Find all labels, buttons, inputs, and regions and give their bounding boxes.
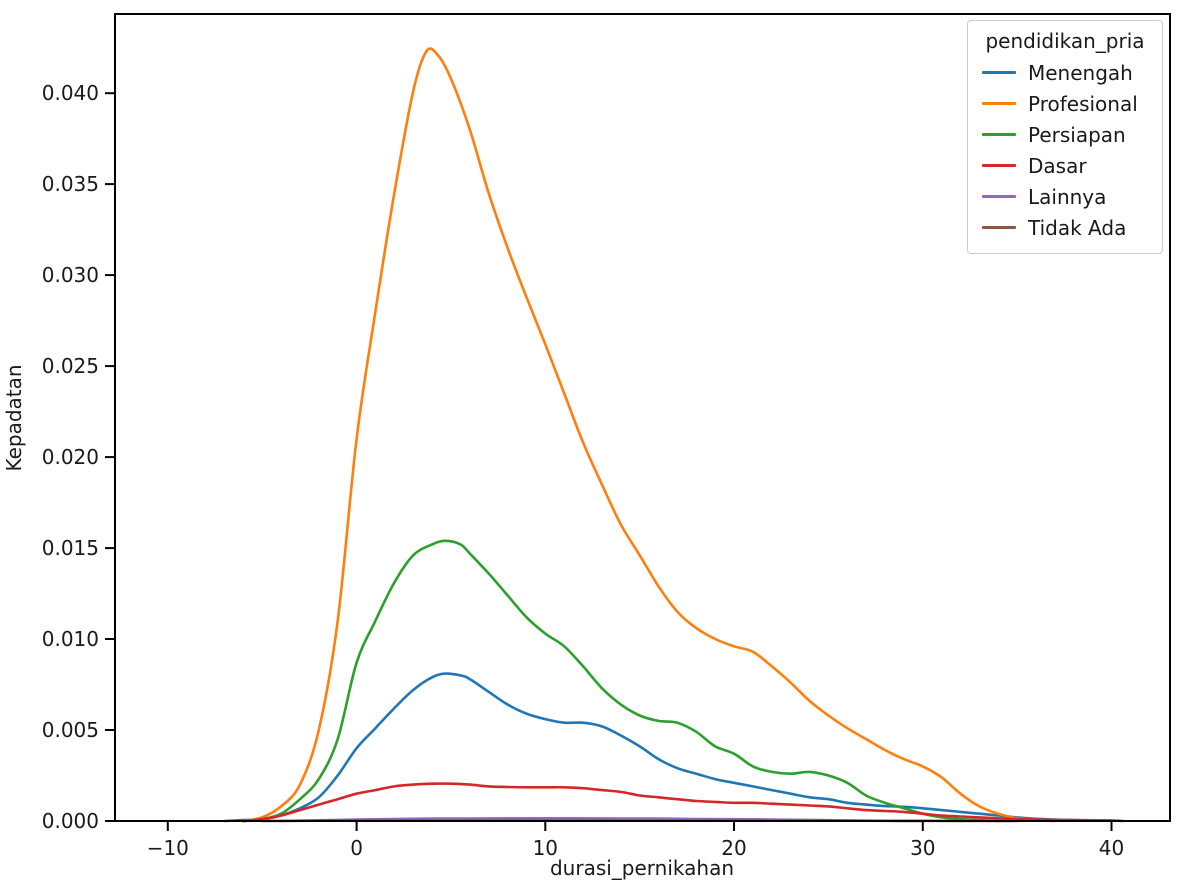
legend-item-lainnya: Lainnya xyxy=(978,181,1152,212)
y-tick-label: 0.040 xyxy=(41,81,99,106)
legend-line-icon xyxy=(982,195,1016,198)
y-tick-label: 0.010 xyxy=(41,627,99,651)
y-tick-label: 0.005 xyxy=(41,718,99,742)
legend-line-icon xyxy=(982,102,1016,105)
y-tick-label: 0.020 xyxy=(41,445,99,470)
legend-item-persiapan: Persiapan xyxy=(978,119,1152,150)
legend-line-icon xyxy=(982,71,1016,74)
y-tick-label: 0.030 xyxy=(41,263,99,288)
legend: pendidikan_pria Menengah Profesional Per… xyxy=(967,20,1163,254)
x-axis-label: durasi_pernikahan xyxy=(549,856,735,880)
y-axis-label: Kepadatan xyxy=(2,364,26,472)
legend-line-icon xyxy=(982,226,1016,229)
x-tick-label: 40 xyxy=(1098,836,1125,860)
legend-line-icon xyxy=(982,164,1016,167)
y-tick-label: 0.025 xyxy=(41,354,99,379)
series-profesional-line xyxy=(242,47,1057,823)
legend-item-menengah: Menengah xyxy=(978,57,1152,88)
legend-item-label: Persiapan xyxy=(1028,122,1126,147)
x-tick-label: 10 xyxy=(532,836,559,860)
series-dasar-line xyxy=(242,782,1125,823)
x-tick-label: 30 xyxy=(910,836,936,860)
series-menengah-line xyxy=(223,672,1113,823)
axes-frame xyxy=(114,13,1171,822)
series-persiapan-line xyxy=(242,539,1000,823)
legend-title: pendidikan_pria xyxy=(985,29,1145,53)
legend-item-profesional: Profesional xyxy=(978,88,1152,119)
legend-line-icon xyxy=(982,133,1016,136)
x-tick-label: 20 xyxy=(721,836,747,860)
x-tick-label: −10 xyxy=(146,836,189,860)
legend-item-dasar: Dasar xyxy=(978,150,1152,181)
legend-item-tidak-ada: Tidak Ada xyxy=(978,212,1152,243)
legend-item-label: Profesional xyxy=(1028,91,1138,116)
legend-item-label: Tidak Ada xyxy=(1028,215,1127,240)
legend-item-label: Dasar xyxy=(1028,153,1087,178)
legend-item-label: Lainnya xyxy=(1028,184,1107,209)
legend-item-label: Menengah xyxy=(1028,60,1133,85)
y-tick-label: 0.035 xyxy=(41,172,99,197)
x-tick-label: 0 xyxy=(350,836,363,860)
y-tick-label: 0.015 xyxy=(41,536,99,561)
y-tick-label: 0.000 xyxy=(41,809,99,833)
